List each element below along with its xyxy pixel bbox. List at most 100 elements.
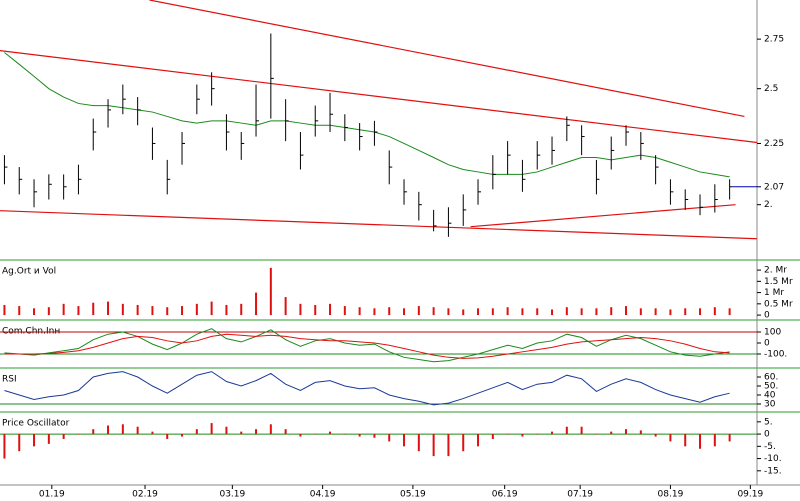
bar [47,307,50,316]
y-tick-label: 0 [764,339,770,349]
panel-title: Com.Chn.Inн [2,327,60,337]
bar [121,303,124,316]
bar [181,306,184,316]
y-tick-label: 0 [764,311,770,321]
bar [373,308,376,316]
bar [403,308,406,316]
bar [699,434,702,449]
bar [77,306,80,316]
bar [107,425,110,435]
trend-line [0,210,758,240]
bar [195,429,198,435]
bar [491,434,494,439]
bar [669,309,672,316]
panel-title: Price Oscillator [2,419,70,429]
bar [669,434,672,442]
bar [329,303,332,316]
y-tick-label: 2. [764,200,773,210]
bar [699,308,702,316]
indicator-line [4,328,730,363]
indicator-line [4,371,730,406]
bar [3,304,6,316]
bar [477,434,480,447]
y-tick-label: 0 [764,430,770,440]
bar [565,426,568,435]
bar [491,308,494,316]
bar [728,308,731,316]
bar [728,434,731,442]
bar [255,429,258,435]
y-tick-label: 40 [764,390,776,400]
bar [684,308,687,316]
x-tick-label: 02.19 [132,490,158,500]
bar [166,307,169,316]
bar [136,426,139,435]
bar [506,434,509,435]
bar [477,308,480,316]
y-tick-label: 2.75 [764,35,784,45]
bar [373,434,376,438]
bar [713,307,716,316]
x-tick-label: 08.19 [658,490,684,500]
bar [195,303,198,316]
y-tick-label: 2.07 [764,182,784,192]
bar [462,309,465,316]
bar [62,434,65,439]
bar [92,302,95,316]
bar [107,301,110,316]
bar [432,307,435,316]
trend-line [470,204,736,228]
bar [284,429,287,435]
bar [639,308,642,316]
bar [136,304,139,316]
bar [314,304,317,316]
bar [181,434,184,437]
panel-separators [0,259,800,413]
bar [403,434,406,447]
bar [388,307,391,316]
bar [240,303,243,316]
bar [18,434,21,452]
bar [417,434,420,452]
bar [18,306,21,316]
x-tick-label: 03.19 [219,490,245,500]
y-tick-label: -10. [764,454,782,464]
bar [210,423,213,435]
panel-title: RSI [2,375,17,385]
x-tick-label: 04.19 [310,490,336,500]
bar [299,303,302,316]
bar [610,431,613,435]
bar [33,308,36,316]
bar [684,434,687,447]
x-tick-label: 05.19 [400,490,426,500]
bar [521,308,524,316]
bar [33,434,36,447]
bar [447,308,450,316]
bar [358,434,361,437]
panel-title: Ag.Ort и Vol [2,267,56,277]
bar [284,297,287,316]
bar [299,434,302,437]
bar [343,434,346,435]
y-tick-label: 50. [764,382,778,392]
y-tick-label: 0.5 Mr [764,299,793,309]
bar [580,426,583,435]
y-tick-label: -5. [764,442,776,452]
x-tick-label: 01.19 [39,490,65,500]
bar [47,434,50,444]
bar [654,434,657,437]
bar [595,434,598,435]
y-tick-label: 1 Mr [764,288,784,298]
x-tick-label: 09.19 [737,490,763,500]
bar [329,431,332,435]
y-tick-label: 2.5 [764,84,778,94]
y-tick-label: -100. [764,350,787,360]
bar [343,306,346,316]
bar [625,306,628,316]
bar [77,434,80,435]
y-tick-label: 2.25 [764,139,784,149]
y-tick-label: 5. [764,417,773,427]
y-tick-label: -15. [764,466,782,476]
